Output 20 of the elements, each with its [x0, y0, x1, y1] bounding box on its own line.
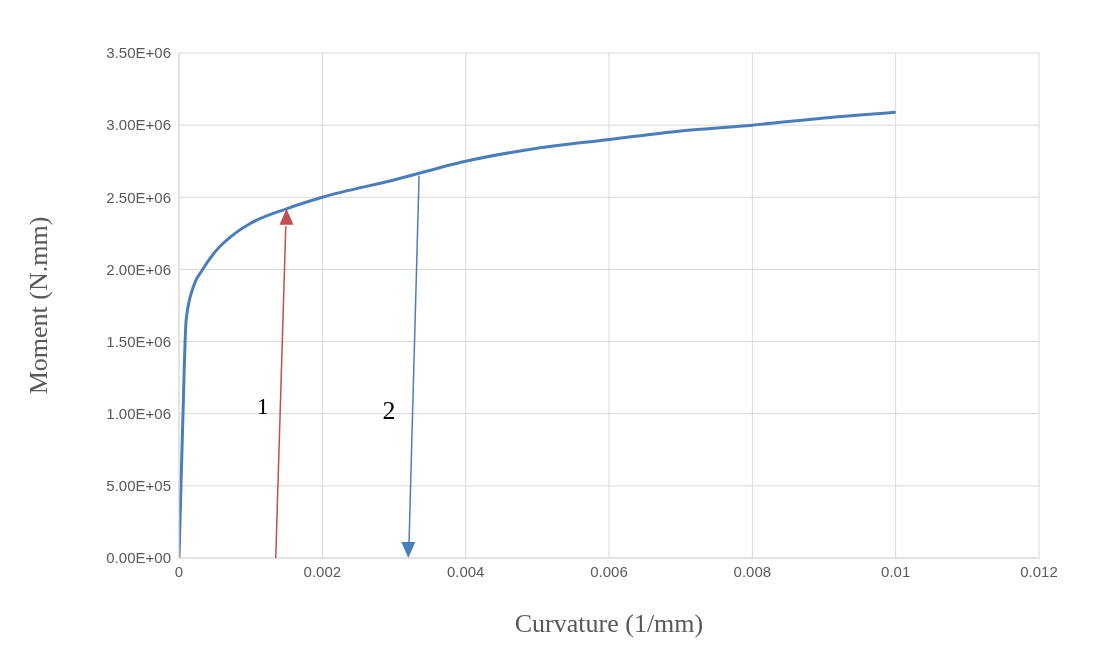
y-tick-label: 3.50E+06 — [106, 44, 171, 62]
x-axis-title: Curvature (1/mm) — [514, 609, 704, 638]
annotation: 1 — [256, 392, 269, 419]
x-tick-label: 0.004 — [446, 562, 485, 580]
x-tick-label: 0.006 — [590, 562, 628, 580]
x-tick-label: 0.01 — [881, 562, 911, 580]
x-tick-label: 0.012 — [1020, 562, 1058, 580]
y-tick-label: 3.00E+06 — [106, 116, 171, 134]
x-tick-label: 0 — [174, 562, 184, 580]
annotation: 2 — [382, 396, 396, 426]
y-tick-label: 0.00E+00 — [106, 549, 171, 567]
x-tick-label: 0.008 — [733, 562, 772, 580]
y-tick-label: 5.00E+05 — [106, 477, 171, 495]
y-tick-label: 1.00E+06 — [106, 405, 171, 423]
y-tick-label: 1.50E+06 — [106, 332, 171, 350]
y-axis-title: Moment (N.mm) — [24, 216, 54, 395]
y-tick-label: 2.00E+06 — [106, 260, 171, 278]
x-tick-label: 0.002 — [303, 562, 342, 580]
y-tick-label: 2.50E+06 — [106, 188, 171, 206]
line-series — [179, 110, 898, 558]
